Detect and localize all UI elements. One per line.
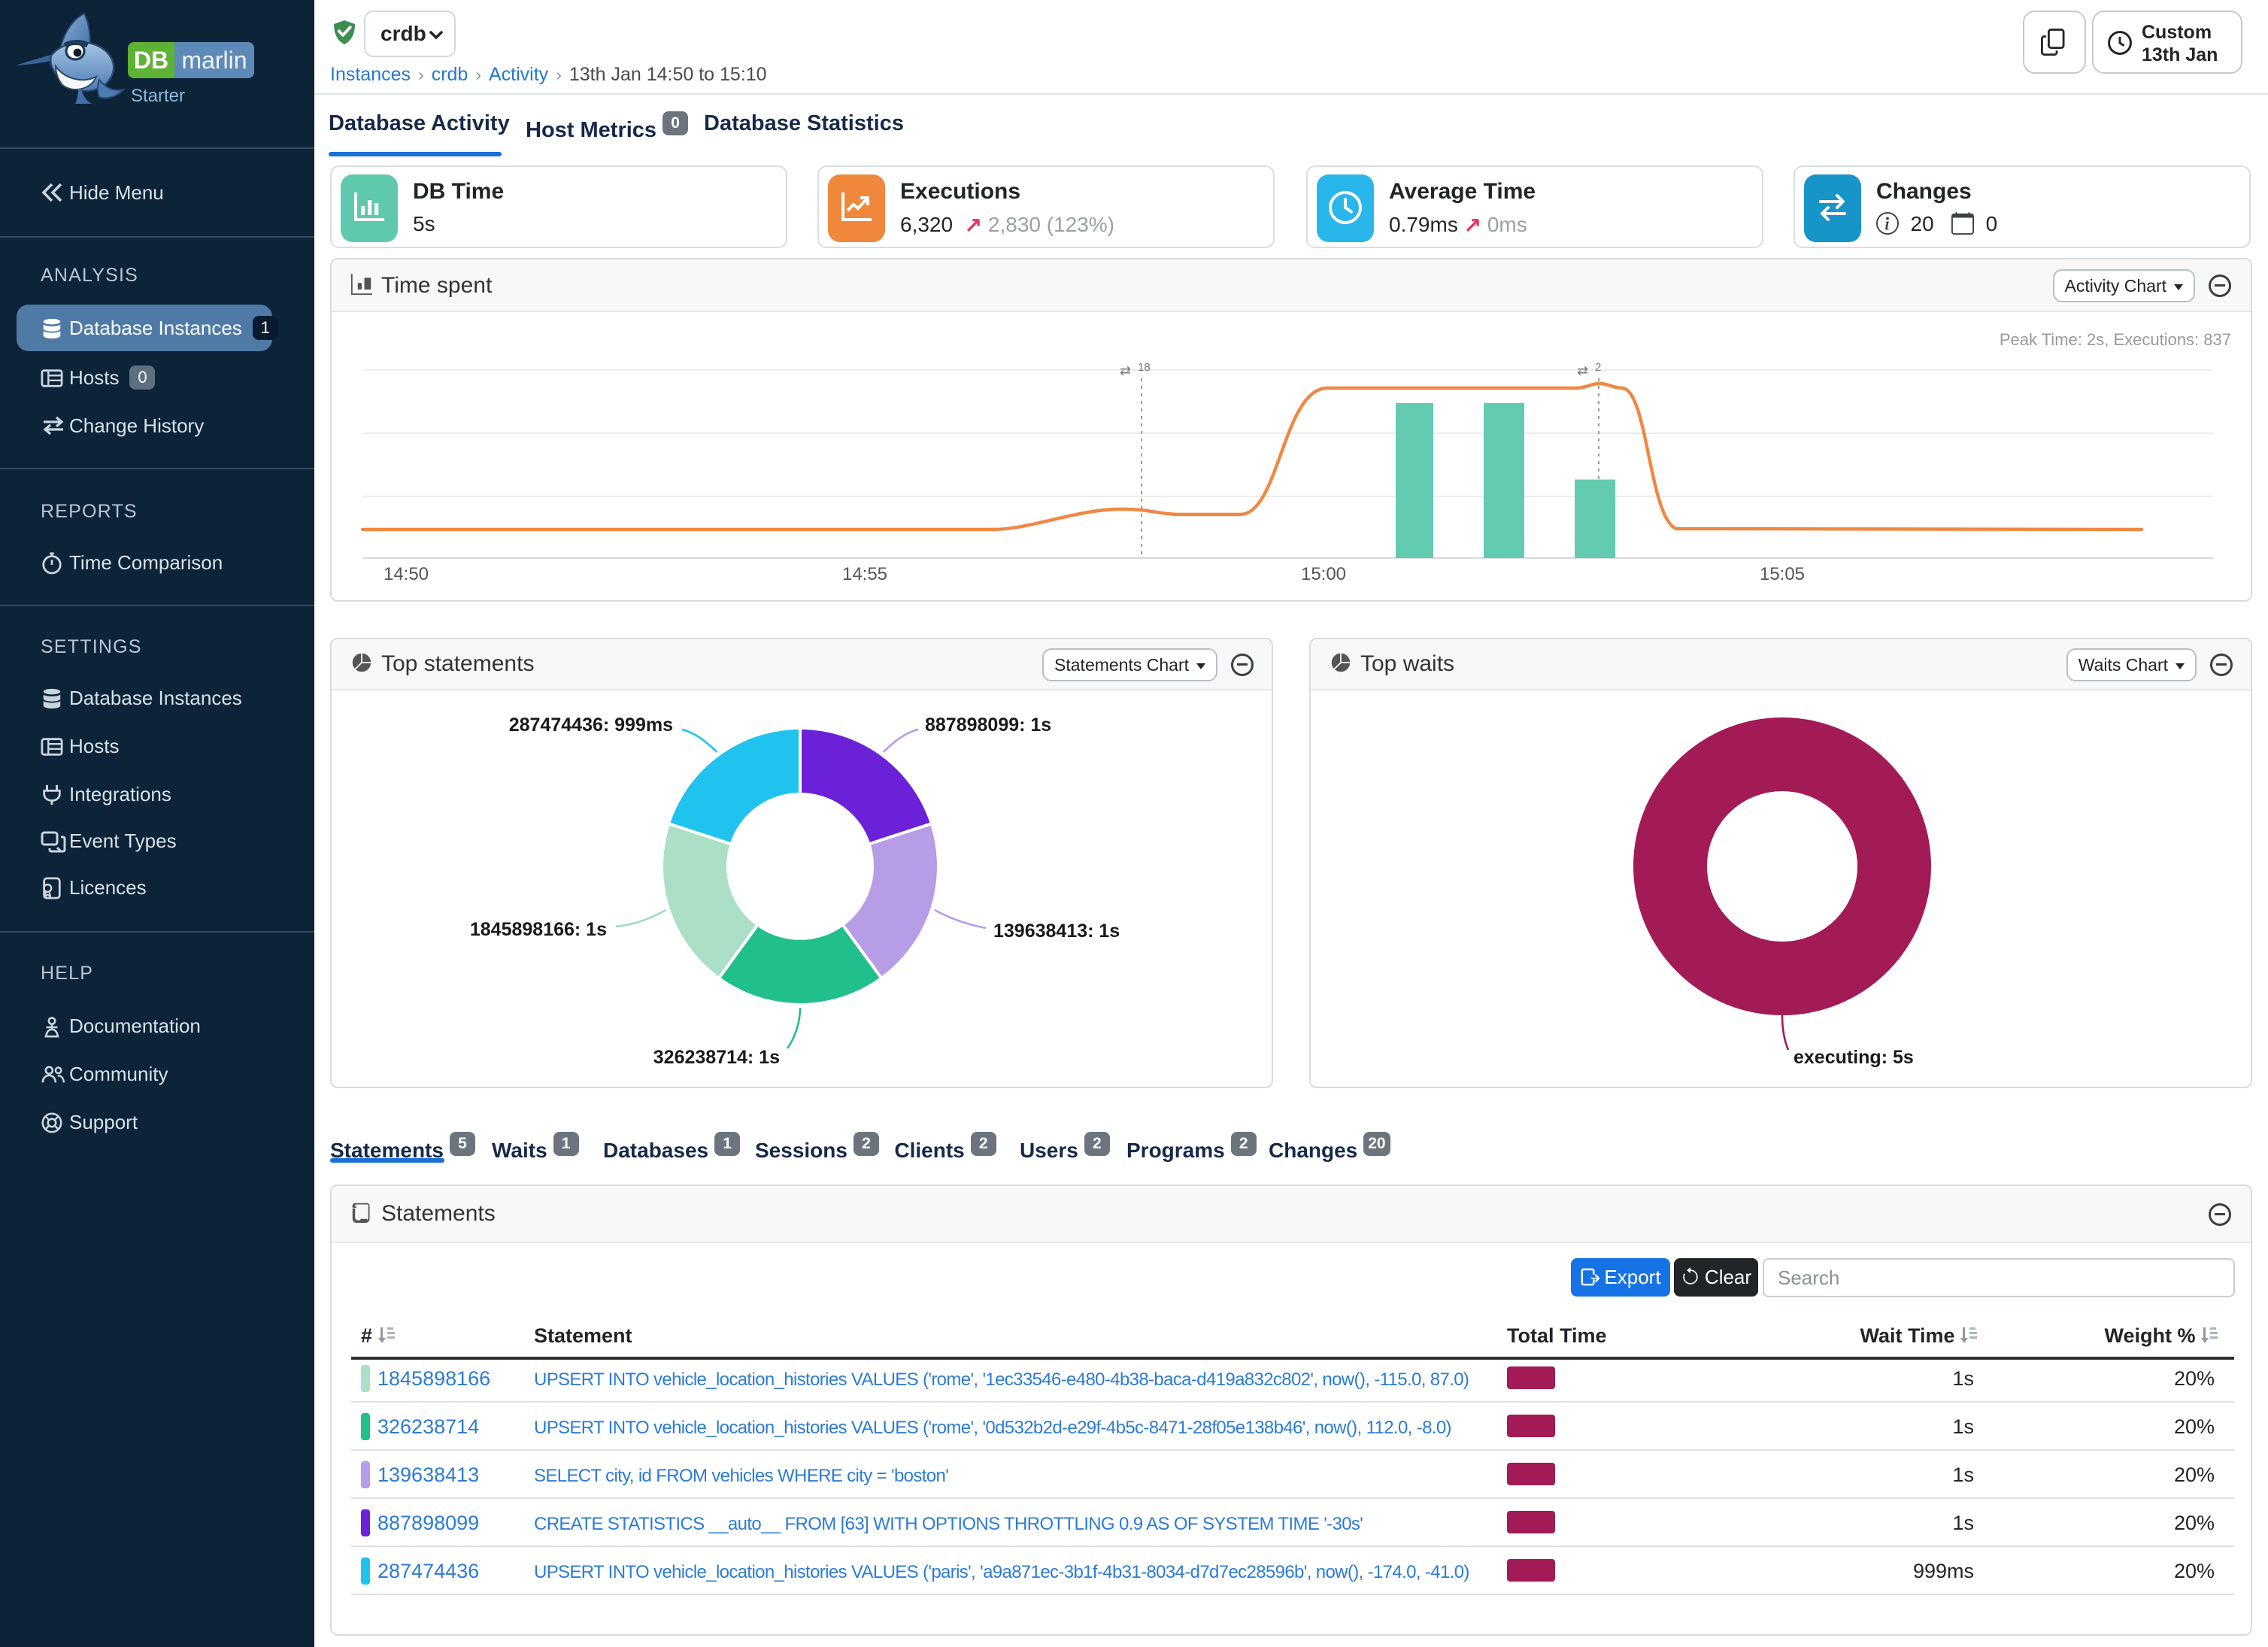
svg-text:326238714: 1s: 326238714: 1s	[653, 1047, 780, 1068]
svg-text:18: 18	[1138, 361, 1151, 374]
svg-text:287474436: 999ms: 287474436: 999ms	[509, 714, 673, 736]
svg-text:Peak Time: 2s, Executions: 837: Peak Time: 2s, Executions: 837	[2000, 330, 2231, 349]
svg-text:887898099: 1s: 887898099: 1s	[925, 714, 1051, 736]
svg-text:2: 2	[1595, 361, 1601, 374]
svg-text:15:00: 15:00	[1301, 564, 1346, 584]
svg-text:1845898166: 1s: 1845898166: 1s	[470, 919, 607, 940]
svg-text:⇄: ⇄	[1577, 363, 1588, 378]
svg-text:executing: 5s: executing: 5s	[1793, 1047, 1914, 1068]
svg-text:⇄: ⇄	[1120, 363, 1131, 378]
svg-text:139638413: 1s: 139638413: 1s	[993, 921, 1120, 942]
svg-text:14:55: 14:55	[842, 564, 887, 584]
svg-text:14:50: 14:50	[384, 564, 429, 584]
svg-text:15:05: 15:05	[1760, 564, 1805, 584]
